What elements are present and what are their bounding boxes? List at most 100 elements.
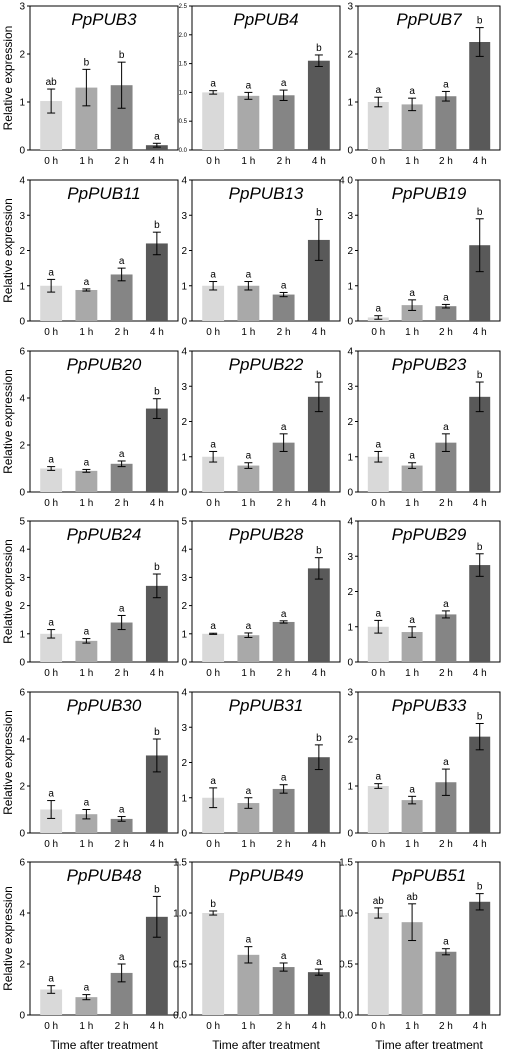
plot-frame bbox=[357, 691, 501, 834]
y-tick-label: 1 bbox=[181, 629, 187, 640]
x-tick-label: 1 h bbox=[79, 156, 93, 167]
y-axis-label: Relative expression bbox=[1, 369, 15, 474]
bar bbox=[367, 626, 389, 662]
significance-letter: b bbox=[316, 207, 322, 218]
y-axis-label: Relative expression bbox=[1, 886, 15, 991]
significance-letter: a bbox=[210, 270, 216, 281]
y-tick-label: 6 bbox=[19, 688, 25, 699]
bar bbox=[237, 954, 260, 1015]
significance-letter: b bbox=[210, 899, 216, 910]
bar bbox=[145, 408, 168, 492]
y-tick-label: 2 bbox=[19, 960, 25, 971]
significance-letter: a bbox=[281, 773, 287, 784]
chart-pppub49: 0.0 0.5 1.0 1.5 PpPUB49 b 0 h a 1 h a 2 h a 4 h bbox=[173, 858, 341, 1032]
x-tick-label: 4 h bbox=[150, 668, 164, 679]
bar bbox=[202, 913, 225, 1015]
y-tick-label: 5 bbox=[181, 517, 187, 528]
y-tick-label: 4 bbox=[181, 176, 187, 187]
x-tick-label: 1 h bbox=[79, 1021, 93, 1032]
y-tick-label: 0 bbox=[347, 146, 353, 157]
bar bbox=[435, 951, 457, 1015]
x-tick-label: 0 h bbox=[206, 156, 220, 167]
bar bbox=[145, 755, 168, 833]
x-tick-label: 0 h bbox=[371, 327, 385, 338]
chart-title: PpPUB19 bbox=[392, 184, 467, 203]
y-tick-label: 1 bbox=[19, 629, 25, 640]
chart-title: PpPUB22 bbox=[229, 355, 304, 374]
x-tick-label: 1 h bbox=[79, 327, 93, 338]
chart-title: PpPUB3 bbox=[71, 10, 137, 29]
y-tick-label: 3 bbox=[347, 552, 353, 563]
x-tick-label: 4 h bbox=[312, 156, 326, 167]
significance-letter: ab bbox=[373, 896, 385, 907]
chart-title: PpPUB29 bbox=[392, 525, 467, 544]
bar bbox=[75, 997, 98, 1015]
bar bbox=[435, 442, 457, 492]
significance-letter: a bbox=[443, 422, 449, 433]
x-tick-label: 1 h bbox=[405, 156, 419, 167]
bar bbox=[367, 786, 389, 833]
bar bbox=[202, 285, 225, 321]
y-tick-label: 3 bbox=[19, 573, 25, 584]
bar bbox=[40, 809, 63, 833]
x-axis-label: Time after treatment bbox=[212, 1038, 320, 1052]
x-tick-label: 4 h bbox=[150, 1021, 164, 1032]
y-tick-label: 2 bbox=[347, 417, 353, 428]
y-tick-label: 2 bbox=[19, 246, 25, 257]
y-tick-label: 1.0 bbox=[179, 90, 188, 96]
plot-frame bbox=[191, 861, 341, 1016]
x-tick-label: 2 h bbox=[115, 1021, 129, 1032]
x-tick-label: 1 h bbox=[241, 1021, 255, 1032]
bar bbox=[75, 814, 98, 833]
x-tick-label: 1 h bbox=[405, 668, 419, 679]
x-tick-label: 4 h bbox=[473, 156, 487, 167]
y-tick-label: 3 bbox=[347, 211, 353, 222]
significance-letter: a bbox=[84, 277, 90, 288]
plot-frame bbox=[357, 861, 501, 1016]
y-tick-label: 1.5 bbox=[173, 858, 187, 869]
significance-letter: a bbox=[246, 451, 252, 462]
y-tick-label: 1 bbox=[181, 281, 187, 292]
x-tick-label: 4 h bbox=[473, 1021, 487, 1032]
chart-pppub29: 0 1 2 3 4 PpPUB29 a 0 h a 1 h a 2 h b 4 h bbox=[347, 517, 501, 679]
significance-letter: b bbox=[316, 546, 322, 557]
y-tick-label: 3 bbox=[181, 211, 187, 222]
y-tick-label: 0.0 bbox=[339, 1011, 353, 1022]
x-tick-label: 0 h bbox=[371, 498, 385, 509]
x-tick-label: 4 h bbox=[312, 839, 326, 850]
significance-letter: b bbox=[154, 220, 160, 231]
x-tick-label: 0 h bbox=[44, 1021, 58, 1032]
y-tick-label: 4 bbox=[19, 545, 25, 556]
chart-title: PpPUB13 bbox=[229, 184, 304, 203]
bar bbox=[272, 621, 295, 662]
bar bbox=[367, 102, 389, 150]
chart-title: PpPUB49 bbox=[229, 866, 304, 885]
x-tick-label: 2 h bbox=[439, 327, 453, 338]
bar bbox=[40, 468, 63, 492]
x-tick-label: 1 h bbox=[405, 839, 419, 850]
significance-letter: b bbox=[84, 57, 90, 68]
x-tick-label: 1 h bbox=[405, 327, 419, 338]
y-tick-label: 5 bbox=[19, 517, 25, 528]
chart-pppub30: 0 2 4 6 PpPUB30 a 0 h a 1 h a 2 h b 4 h bbox=[19, 688, 179, 850]
bar bbox=[272, 442, 295, 492]
significance-letter: b bbox=[316, 370, 322, 381]
x-tick-label: 1 h bbox=[241, 839, 255, 850]
significance-letter: a bbox=[246, 786, 252, 797]
x-axis-labels: Time after treatment Time after treatment… bbox=[50, 1038, 483, 1052]
significance-letter: a bbox=[48, 618, 54, 629]
bar bbox=[272, 294, 295, 321]
y-tick-label: 0 bbox=[19, 829, 25, 840]
y-tick-label: 1 bbox=[347, 98, 353, 109]
bar bbox=[435, 306, 457, 321]
bar bbox=[202, 633, 225, 662]
chart-pppub33: 0 1 2 3 PpPUB33 a 0 h a 1 h a 2 h b 4 h bbox=[347, 688, 501, 850]
bar bbox=[272, 788, 295, 833]
bar bbox=[469, 245, 491, 321]
bar bbox=[75, 87, 98, 150]
y-tick-label: 6 bbox=[19, 347, 25, 358]
significance-letter: b bbox=[477, 711, 483, 722]
significance-letter: a bbox=[409, 451, 415, 462]
chart-title: PpPUB7 bbox=[396, 10, 462, 29]
bar bbox=[110, 274, 133, 321]
